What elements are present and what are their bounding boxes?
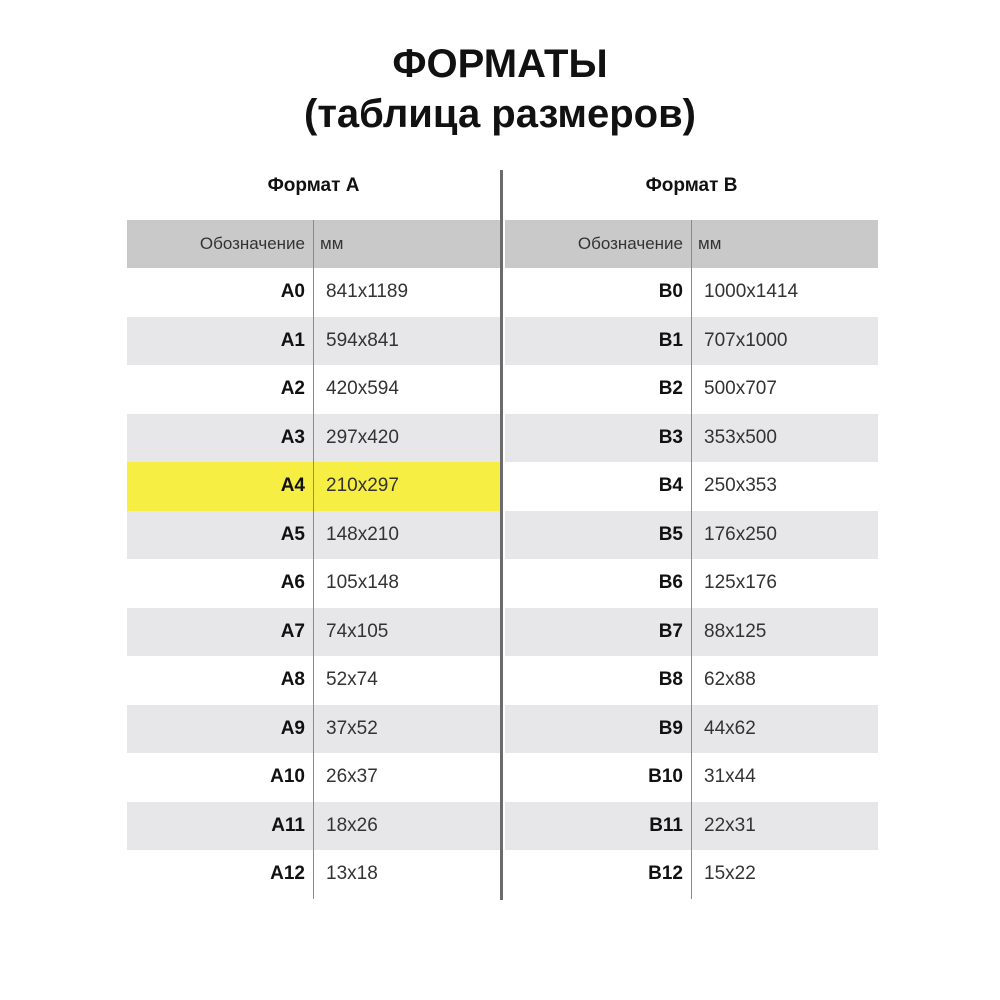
- format-designation: B9: [658, 717, 683, 739]
- table-row: A9 37x52: [127, 704, 500, 753]
- format-designation: A3: [280, 426, 305, 448]
- format-designation: A0: [280, 281, 305, 303]
- format-size: 210x297: [313, 462, 500, 511]
- format-size: 105x148: [313, 559, 500, 608]
- format-size: 420x594: [313, 365, 500, 414]
- page-subtitle: (таблица размеров): [304, 92, 696, 136]
- format-designation: A7: [280, 620, 305, 642]
- format-size: 62x88: [691, 656, 878, 705]
- format-designation: A2: [280, 378, 305, 400]
- format-designation: A1: [280, 329, 305, 351]
- table-row: B9 44x62: [505, 704, 878, 753]
- table-row: A4 210x297: [127, 462, 500, 511]
- format-size: 176x250: [691, 510, 878, 559]
- table-row: B5 176x250: [505, 510, 878, 559]
- format-size: 74x105: [313, 607, 500, 656]
- format-b-table: Формат В Обозначение мм B0 1000x1414 B1 …: [505, 170, 878, 899]
- format-size: 26x37: [313, 753, 500, 802]
- format-size: 44x62: [691, 704, 878, 753]
- center-divider: [500, 170, 503, 900]
- header-designation: Обозначение: [199, 234, 305, 253]
- format-designation: A10: [270, 766, 305, 788]
- format-size: 297x420: [313, 413, 500, 462]
- format-designation: B3: [658, 426, 683, 448]
- format-size: 148x210: [313, 510, 500, 559]
- format-designation: B8: [658, 669, 683, 691]
- header-mm: мм: [313, 220, 500, 268]
- format-size: 37x52: [313, 704, 500, 753]
- format-size: 15x22: [691, 850, 878, 899]
- format-designation: A4: [280, 475, 305, 497]
- format-size: 31x44: [691, 753, 878, 802]
- format-designation: B12: [648, 863, 683, 885]
- format-size: 500x707: [691, 365, 878, 414]
- format-designation: A12: [270, 863, 305, 885]
- table-row: B11 22x31: [505, 801, 878, 850]
- format-designation: B4: [658, 475, 683, 497]
- format-size: 88x125: [691, 607, 878, 656]
- table-header-row: Обозначение мм: [127, 220, 500, 268]
- format-size: 353x500: [691, 413, 878, 462]
- format-designation: B6: [658, 572, 683, 594]
- table-row: A3 297x420: [127, 413, 500, 462]
- table-row: B2 500x707: [505, 365, 878, 414]
- table-header-row: Обозначение мм: [505, 220, 878, 268]
- format-size: 52x74: [313, 656, 500, 705]
- table-caption: Формат В: [645, 175, 738, 196]
- format-size: 594x841: [313, 316, 500, 365]
- format-size: 707x1000: [691, 316, 878, 365]
- format-a-table: Формат А Обозначение мм A0 841x1189 A1 5…: [127, 170, 500, 899]
- format-designation: A11: [271, 814, 305, 836]
- format-size: 841x1189: [313, 268, 500, 317]
- table-row: A10 26x37: [127, 753, 500, 802]
- format-size: 125x176: [691, 559, 878, 608]
- format-designation: B2: [658, 378, 683, 400]
- format-designation: B7: [658, 620, 683, 642]
- format-designation: A6: [280, 572, 305, 594]
- table-row: B4 250x353: [505, 462, 878, 511]
- table-row: B7 88x125: [505, 607, 878, 656]
- table-row: B8 62x88: [505, 656, 878, 705]
- format-designation: B11: [649, 814, 683, 836]
- format-designation: B0: [658, 281, 683, 303]
- format-size: 1000x1414: [691, 268, 878, 317]
- format-designation: A5: [280, 523, 305, 545]
- table-row: B3 353x500: [505, 413, 878, 462]
- page-title: ФОРМАТЫ: [392, 42, 608, 86]
- format-size: 250x353: [691, 462, 878, 511]
- table-row: A1 594x841: [127, 316, 500, 365]
- format-designation: A9: [280, 717, 305, 739]
- table-row: A8 52x74: [127, 656, 500, 705]
- table-row: B6 125x176: [505, 559, 878, 608]
- format-size: 22x31: [691, 801, 878, 850]
- table-row: B0 1000x1414: [505, 268, 878, 317]
- header-mm: мм: [691, 220, 878, 268]
- table-row: A7 74x105: [127, 607, 500, 656]
- table-row: A5 148x210: [127, 510, 500, 559]
- format-designation: B10: [648, 766, 683, 788]
- table-row: B10 31x44: [505, 753, 878, 802]
- table-row: B12 15x22: [505, 850, 878, 899]
- format-size: 18x26: [313, 801, 500, 850]
- table-row: A0 841x1189: [127, 268, 500, 317]
- format-designation: B1: [658, 329, 683, 351]
- table-row: A11 18x26: [127, 801, 500, 850]
- table-row: B1 707x1000: [505, 316, 878, 365]
- format-size: 13x18: [313, 850, 500, 899]
- table-caption: Формат А: [267, 175, 360, 196]
- table-row: A2 420x594: [127, 365, 500, 414]
- table-row: A12 13x18: [127, 850, 500, 899]
- table-row: A6 105x148: [127, 559, 500, 608]
- header-designation: Обозначение: [577, 234, 683, 253]
- format-designation: A8: [280, 669, 305, 691]
- format-designation: B5: [658, 523, 683, 545]
